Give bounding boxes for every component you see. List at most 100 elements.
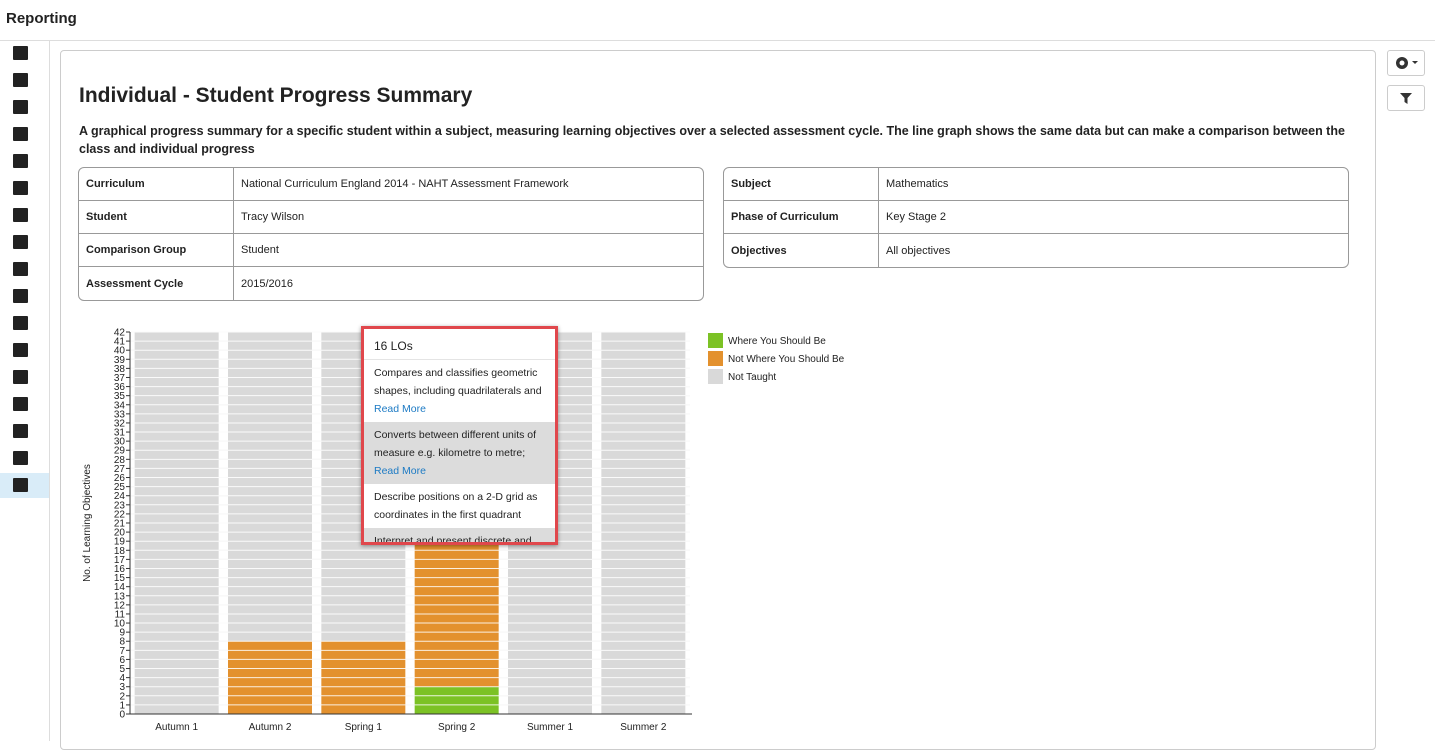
y-tick-label: 5 — [119, 664, 125, 675]
y-tick-label: 3 — [119, 682, 125, 693]
info-label: Assessment Cycle — [79, 267, 234, 300]
legend-swatch[interactable] — [708, 333, 723, 348]
y-tick-label: 12 — [114, 600, 126, 611]
y-tick-label: 20 — [114, 528, 126, 539]
info-value: All objectives — [886, 244, 951, 257]
y-tick-label: 27 — [114, 464, 126, 475]
nav-icon[interactable] — [13, 343, 28, 357]
y-tick-label: 2 — [119, 691, 125, 702]
y-tick-label: 35 — [114, 391, 126, 402]
nav-icon[interactable] — [13, 73, 28, 87]
legend-swatch[interactable] — [708, 369, 723, 384]
tooltip-item-text: Interpret and present discrete and conti… — [374, 535, 532, 545]
nav-icon[interactable] — [13, 451, 28, 465]
y-tick-label: 11 — [115, 609, 126, 620]
y-axis-title: No. of Learning Objectives — [82, 464, 93, 582]
app-title: Reporting — [6, 10, 77, 27]
y-tick-label: 41 — [114, 337, 126, 348]
filter-button[interactable] — [1387, 85, 1425, 111]
info-row: Assessment Cycle 2015/2016 — [79, 267, 703, 300]
nav-icon[interactable] — [13, 262, 28, 276]
y-tick-label: 22 — [114, 509, 126, 520]
y-tick-label: 25 — [114, 482, 126, 493]
filter-icon — [1400, 93, 1412, 104]
x-tick-label: Summer 1 — [527, 722, 574, 733]
y-tick-label: 29 — [114, 446, 126, 457]
nav-icon[interactable] — [13, 370, 28, 384]
info-label: Curriculum — [79, 168, 234, 201]
y-tick-label: 26 — [114, 473, 126, 484]
top-bar: Reporting — [0, 0, 1435, 41]
tooltip: 16 LOs Compares and classifies geometric … — [361, 326, 558, 545]
y-tick-label: 39 — [114, 355, 126, 366]
info-row: Objectives All objectives — [724, 234, 1348, 267]
legend-label: Not Taught — [728, 372, 776, 383]
nav-icon[interactable] — [13, 424, 28, 438]
y-tick-label: 42 — [114, 328, 126, 339]
info-table-left: Curriculum National Curriculum England 20… — [78, 167, 704, 301]
nav-icon[interactable] — [13, 397, 28, 411]
info-value: Key Stage 2 — [879, 201, 1348, 234]
nav-icon[interactable] — [13, 316, 28, 330]
nav-icon[interactable] — [13, 127, 28, 141]
settings-button[interactable] — [1387, 50, 1425, 76]
tooltip-item-text: Converts between different units of meas… — [374, 429, 537, 459]
gear-icon — [1396, 57, 1418, 69]
legend-label: Not Where You Should Be — [728, 354, 845, 365]
report-title: Individual - Student Progress Summary — [79, 84, 473, 107]
y-tick-label: 33 — [114, 409, 126, 420]
info-row: Subject Mathematics — [724, 168, 1348, 201]
y-tick-label: 7 — [119, 646, 125, 657]
tooltip-item: Converts between different units of meas… — [364, 422, 555, 484]
y-tick-label: 18 — [114, 546, 126, 557]
nav-icon[interactable] — [13, 289, 28, 303]
x-tick-label: Spring 2 — [438, 722, 476, 733]
info-value: Student — [234, 234, 703, 267]
info-label: Student — [79, 201, 234, 234]
legend-swatch[interactable] — [708, 351, 723, 366]
x-tick-label: Spring 1 — [345, 722, 383, 733]
info-value: Mathematics — [879, 168, 1348, 201]
y-tick-label: 37 — [114, 373, 126, 384]
info-value: National Curriculum England 2014 - NAHT … — [234, 168, 703, 201]
y-tick-label: 21 — [114, 519, 126, 530]
y-tick-label: 13 — [114, 591, 126, 602]
tooltip-item: Describe positions on a 2-D grid as coor… — [364, 484, 555, 528]
info-value: Tracy Wilson — [234, 201, 703, 234]
tooltip-item-text: Compares and classifies geometric shapes… — [374, 367, 542, 397]
nav-icon[interactable] — [13, 235, 28, 249]
y-tick-label: 17 — [114, 555, 126, 566]
nav-icon[interactable] — [13, 46, 28, 60]
tooltip-item-text: Describe positions on a 2-D grid as coor… — [374, 491, 538, 521]
tooltip-title: 16 LOs — [364, 329, 555, 360]
y-tick-label: 34 — [114, 400, 126, 411]
info-row: Curriculum National Curriculum England 20… — [79, 168, 703, 201]
nav-icon[interactable] — [13, 181, 28, 195]
report-description: A graphical progress summary for a speci… — [79, 124, 1345, 156]
y-tick-label: 10 — [114, 619, 126, 630]
y-tick-label: 6 — [119, 655, 125, 666]
read-more-link[interactable]: Read More — [374, 403, 426, 415]
info-label: Comparison Group — [79, 234, 234, 267]
nav-icon[interactable] — [13, 100, 28, 114]
info-label: Subject — [724, 168, 879, 201]
nav-icon[interactable] — [13, 154, 28, 168]
bar-segment — [414, 686, 499, 714]
y-tick-label: 14 — [114, 582, 126, 593]
y-tick-label: 31 — [114, 428, 126, 439]
y-tick-label: 16 — [114, 564, 126, 575]
info-row: Student Tracy Wilson — [79, 201, 703, 234]
y-tick-label: 19 — [114, 537, 126, 548]
nav-icon[interactable] — [13, 478, 28, 492]
info-table-right: Subject Mathematics Phase of Curriculum Key… — [723, 167, 1349, 268]
read-more-link[interactable]: Read More — [374, 465, 426, 477]
nav-icon[interactable] — [13, 208, 28, 222]
y-tick-label: 23 — [114, 500, 126, 511]
y-tick-label: 32 — [114, 418, 126, 429]
y-tick-label: 4 — [119, 673, 125, 684]
y-tick-label: 15 — [114, 573, 126, 584]
y-tick-label: 36 — [114, 382, 126, 393]
y-tick-label: 28 — [114, 455, 126, 466]
x-tick-label: Autumn 2 — [249, 722, 292, 733]
